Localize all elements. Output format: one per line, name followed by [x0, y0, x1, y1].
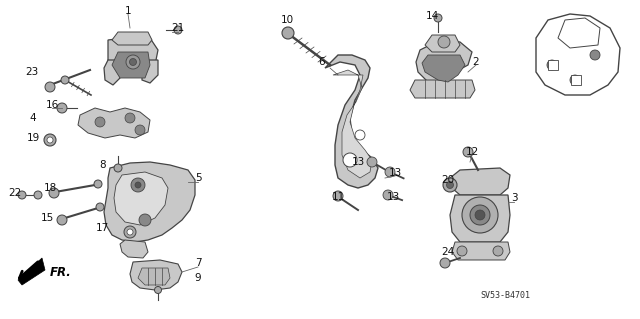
Circle shape: [282, 27, 294, 39]
Text: 20: 20: [442, 175, 454, 185]
Text: 22: 22: [8, 188, 22, 198]
Polygon shape: [425, 35, 460, 52]
Circle shape: [333, 191, 343, 201]
Circle shape: [174, 26, 182, 34]
Circle shape: [443, 178, 457, 192]
Text: 13: 13: [351, 157, 365, 167]
Circle shape: [343, 153, 357, 167]
Circle shape: [493, 246, 503, 256]
Text: 7: 7: [195, 258, 202, 268]
Circle shape: [57, 103, 67, 113]
Circle shape: [463, 147, 473, 157]
Circle shape: [139, 214, 151, 226]
Polygon shape: [108, 35, 158, 65]
Text: 14: 14: [426, 11, 438, 21]
Circle shape: [367, 157, 377, 167]
Circle shape: [440, 258, 450, 268]
Circle shape: [95, 117, 105, 127]
Text: 10: 10: [280, 15, 294, 25]
Text: 16: 16: [45, 100, 59, 110]
Polygon shape: [112, 52, 150, 78]
Polygon shape: [571, 75, 581, 85]
Polygon shape: [114, 172, 168, 225]
Polygon shape: [112, 32, 152, 45]
Polygon shape: [450, 195, 510, 242]
Circle shape: [58, 104, 66, 112]
Text: 2: 2: [473, 57, 479, 67]
Text: 3: 3: [511, 193, 517, 203]
Text: 5: 5: [195, 173, 202, 183]
Circle shape: [385, 167, 395, 177]
Circle shape: [49, 188, 59, 198]
Polygon shape: [325, 55, 378, 188]
Circle shape: [96, 203, 104, 211]
Text: 8: 8: [100, 160, 106, 170]
Circle shape: [57, 215, 67, 225]
Text: 18: 18: [44, 183, 56, 193]
Circle shape: [355, 130, 365, 140]
Circle shape: [34, 191, 42, 199]
Circle shape: [61, 76, 69, 84]
Polygon shape: [130, 260, 182, 290]
Text: 24: 24: [442, 247, 454, 257]
Circle shape: [438, 36, 450, 48]
Text: FR.: FR.: [50, 265, 72, 278]
Circle shape: [126, 55, 140, 69]
Text: 6: 6: [319, 57, 325, 67]
Polygon shape: [416, 40, 472, 85]
Text: 13: 13: [387, 192, 399, 202]
Polygon shape: [558, 18, 600, 48]
Circle shape: [18, 191, 26, 199]
Text: 1: 1: [125, 6, 131, 16]
Polygon shape: [78, 108, 150, 138]
Text: 15: 15: [40, 213, 54, 223]
Circle shape: [44, 134, 56, 146]
Text: 4: 4: [29, 113, 36, 123]
Circle shape: [135, 125, 145, 135]
Polygon shape: [104, 162, 195, 242]
Polygon shape: [138, 268, 170, 285]
Text: 13: 13: [388, 168, 402, 178]
Circle shape: [462, 197, 498, 233]
Polygon shape: [422, 55, 465, 82]
Circle shape: [131, 178, 145, 192]
Polygon shape: [142, 60, 158, 83]
Polygon shape: [450, 168, 510, 195]
Circle shape: [457, 246, 467, 256]
Text: 11: 11: [332, 192, 344, 202]
Text: 19: 19: [26, 133, 40, 143]
Circle shape: [125, 113, 135, 123]
Circle shape: [135, 182, 141, 188]
Polygon shape: [333, 70, 372, 178]
Circle shape: [154, 286, 161, 293]
Polygon shape: [410, 80, 475, 98]
Text: 17: 17: [95, 223, 109, 233]
Circle shape: [570, 75, 580, 85]
Text: 9: 9: [195, 273, 202, 283]
Circle shape: [434, 14, 442, 22]
Text: 21: 21: [172, 23, 184, 33]
Circle shape: [470, 205, 490, 225]
Polygon shape: [452, 242, 510, 260]
Polygon shape: [18, 258, 45, 285]
Circle shape: [47, 137, 53, 143]
Circle shape: [447, 182, 454, 189]
Circle shape: [547, 60, 557, 70]
Text: SV53-B4701: SV53-B4701: [480, 291, 530, 300]
Circle shape: [590, 50, 600, 60]
Circle shape: [383, 190, 393, 200]
Text: 12: 12: [465, 147, 479, 157]
Polygon shape: [120, 240, 148, 258]
Circle shape: [124, 226, 136, 238]
Polygon shape: [548, 60, 558, 70]
Circle shape: [475, 210, 485, 220]
Circle shape: [94, 180, 102, 188]
Polygon shape: [104, 60, 120, 85]
Circle shape: [45, 82, 55, 92]
Circle shape: [127, 229, 133, 235]
Text: 23: 23: [26, 67, 38, 77]
Polygon shape: [536, 14, 620, 95]
Circle shape: [129, 58, 136, 65]
Circle shape: [114, 164, 122, 172]
